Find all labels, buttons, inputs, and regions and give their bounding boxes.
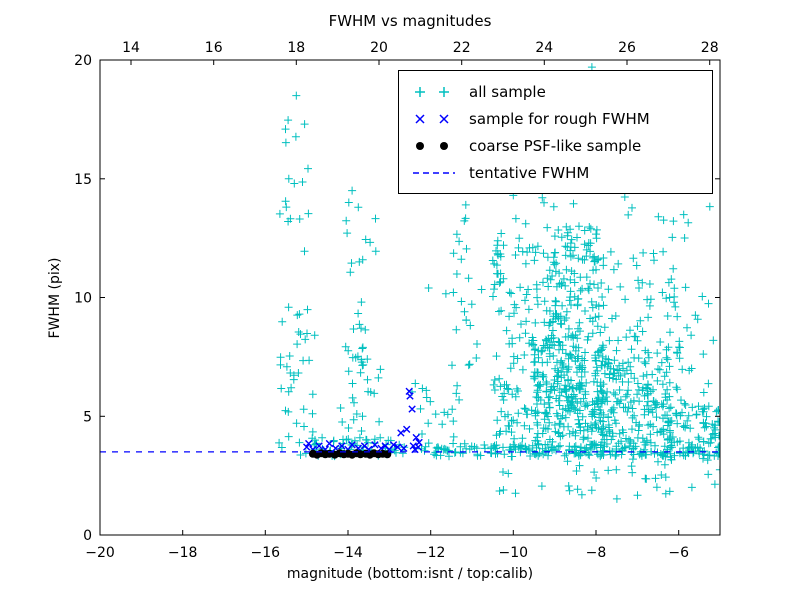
svg-text:15: 15 (74, 172, 92, 188)
axis-ticks (99, 59, 720, 536)
legend-label: all sample (469, 82, 546, 101)
legend: all sample sample for rough FWHM coarse … (398, 70, 713, 194)
svg-text:−12: −12 (416, 545, 446, 561)
svg-text:14: 14 (122, 40, 140, 56)
chart-title: FWHM vs magnitudes (328, 12, 492, 30)
svg-text:10: 10 (74, 291, 92, 307)
svg-text:−14: −14 (333, 545, 363, 561)
svg-text:28: 28 (701, 40, 719, 56)
legend-entry-coarse-psf: coarse PSF-like sample (409, 132, 702, 159)
legend-label: tentative FWHM (469, 163, 590, 182)
legend-label: sample for rough FWHM (469, 109, 650, 128)
legend-label: coarse PSF-like sample (469, 136, 642, 155)
svg-text:−10: −10 (499, 545, 529, 561)
legend-entry-all-sample: all sample (409, 78, 702, 105)
dashed-line-icon (409, 164, 459, 182)
svg-text:−18: −18 (168, 545, 198, 561)
legend-entry-tentative-fwhm: tentative FWHM (409, 159, 702, 186)
svg-text:24: 24 (535, 40, 553, 56)
svg-text:20: 20 (370, 40, 388, 56)
plus-marker-icon (409, 83, 459, 101)
legend-entry-rough-fwhm: sample for rough FWHM (409, 105, 702, 132)
svg-text:22: 22 (453, 40, 471, 56)
x-axis-label: magnitude (bottom:isnt / top:calib) (286, 566, 534, 582)
svg-text:0: 0 (83, 528, 92, 544)
tick-labels: −20 −18 −16 −14 −12 −10 −8 −6 14 16 18 20 22 24 26 28 0 5… (74, 40, 718, 561)
svg-text:18: 18 (287, 40, 305, 56)
svg-text:16: 16 (205, 40, 223, 56)
svg-text:−6: −6 (668, 545, 689, 561)
svg-text:5: 5 (83, 409, 92, 425)
svg-text:26: 26 (618, 40, 636, 56)
dot-marker-icon (409, 137, 459, 155)
x-marker-icon (409, 110, 459, 128)
svg-text:−16: −16 (251, 545, 281, 561)
svg-text:−8: −8 (586, 545, 607, 561)
series-rough-fwhm (303, 387, 423, 454)
svg-text:−20: −20 (85, 545, 115, 561)
svg-text:20: 20 (74, 53, 92, 69)
series-coarse-psf-like-sample (308, 449, 392, 459)
y-axis-label: FWHM (pix) (47, 257, 63, 339)
plot-points (100, 63, 720, 503)
series-all-sample (275, 63, 720, 503)
